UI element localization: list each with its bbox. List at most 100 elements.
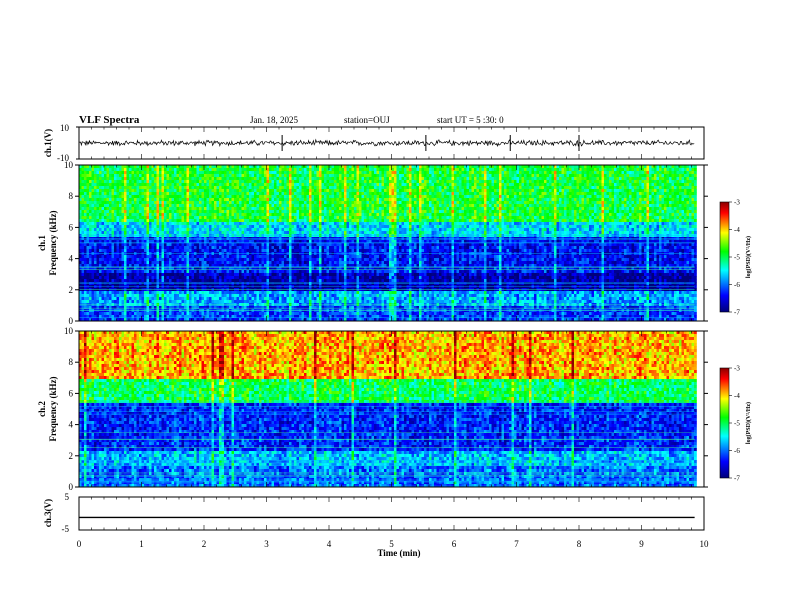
spectrogram-cell (179, 207, 182, 210)
spectrogram-cell (127, 252, 130, 255)
spectrogram-cell (234, 285, 237, 288)
spectrogram-cell (212, 285, 215, 288)
spectrogram-cell (89, 312, 92, 315)
spectrogram-cell (107, 261, 110, 264)
spectrogram-cell (184, 270, 187, 273)
spectrogram-cell (262, 252, 265, 255)
spectrogram-cell (159, 204, 162, 207)
spectrogram-cell (92, 246, 95, 249)
spectrogram-cell (247, 216, 250, 219)
spectrogram-cell (244, 255, 247, 258)
spectrogram-cell (152, 174, 155, 177)
spectrogram-cell (134, 207, 137, 210)
spectrogram-cell (162, 225, 165, 228)
spectrogram-cell (204, 261, 207, 264)
spectrogram-cell (197, 228, 200, 231)
spectrogram-cell (302, 231, 305, 234)
spectrogram-cell (137, 231, 140, 234)
spectrogram-cell (154, 192, 157, 195)
spectrogram-cell (184, 216, 187, 219)
spectrogram-cell (204, 300, 207, 303)
spectrogram-cell (209, 252, 212, 255)
spectrogram-cell (212, 270, 215, 273)
spectrogram-cell (209, 279, 212, 282)
spectrogram-cell (92, 264, 95, 267)
spectrogram-cell (294, 198, 297, 201)
spectrogram-cell (239, 183, 242, 186)
spectrogram-cell (119, 270, 122, 273)
spectrogram-cell (107, 249, 110, 252)
spectrogram-cell (107, 297, 110, 300)
spectrogram-cell (289, 186, 292, 189)
spectrogram-cell (302, 216, 305, 219)
spectrogram-cell (224, 213, 227, 216)
spectrogram-cell (152, 219, 155, 222)
spectrogram-cell (147, 261, 150, 264)
spectrogram-cell (112, 276, 115, 279)
spectrogram-cell (262, 264, 265, 267)
spectrogram-cell (154, 177, 157, 180)
spectrogram-cell (214, 198, 217, 201)
spectrogram-cell (222, 192, 225, 195)
spectrogram-cell (209, 291, 212, 294)
ch1-waveform-panel: 10 -10 ch.1(V) (43, 123, 704, 163)
spectrogram-cell (219, 249, 222, 252)
spectrogram-cell (169, 189, 172, 192)
spectrogram-cell (102, 213, 105, 216)
spectrogram-cell (127, 255, 130, 258)
spectrogram-cell (144, 255, 147, 258)
spectrogram-cell (212, 228, 215, 231)
spectrogram-cell (229, 198, 232, 201)
spectrogram-cell (147, 198, 150, 201)
spectrogram-cell (159, 207, 162, 210)
spectrogram-cell (132, 228, 135, 231)
spectrogram-cell (199, 198, 202, 201)
spectrogram-cell (234, 294, 237, 297)
spectrogram-cell (197, 276, 200, 279)
spectrogram-cell (239, 285, 242, 288)
spectrogram-cell (142, 231, 145, 234)
spectrogram-cell (307, 252, 310, 255)
spectrogram-cell (252, 246, 255, 249)
spectrogram-cell (219, 186, 222, 189)
spectrogram-cell (232, 177, 235, 180)
spectrogram-cell (269, 168, 272, 171)
spectrogram-cell (267, 276, 270, 279)
spectrogram-cell (299, 312, 302, 315)
spectrogram-cell (277, 291, 280, 294)
spectrogram-cell (222, 228, 225, 231)
spectrogram-cell (189, 204, 192, 207)
spectrogram-cell (269, 243, 272, 246)
spectrogram-cell (234, 195, 237, 198)
spectrogram-cell (89, 228, 92, 231)
spectrogram-cell (102, 270, 105, 273)
spectrogram-cell (104, 297, 107, 300)
spectrogram-cell (109, 261, 112, 264)
spectrogram-cell (172, 294, 175, 297)
spectrogram-cell (87, 222, 90, 225)
spectrogram-cell (294, 222, 297, 225)
spectrogram-cell (117, 204, 120, 207)
spectrogram-cell (307, 204, 310, 207)
spectrogram-cell (307, 225, 310, 228)
spectrogram-cell (82, 270, 85, 273)
spectrogram-cell (289, 213, 292, 216)
spectrogram-cell (209, 285, 212, 288)
spectrogram-cell (172, 312, 175, 315)
spectrogram-cell (297, 291, 300, 294)
spectrogram-cell (289, 222, 292, 225)
spectrogram-cell (277, 285, 280, 288)
spectrogram-cell (199, 189, 202, 192)
spectrogram-cell (199, 186, 202, 189)
spectrogram-cell (109, 198, 112, 201)
spectrogram-cell (139, 258, 142, 261)
spectrogram-cell (114, 204, 117, 207)
spectrogram-cell (192, 249, 195, 252)
spectrogram-cell (214, 279, 217, 282)
spectrogram-cell (282, 171, 285, 174)
spectrogram-cell (109, 255, 112, 258)
spectrogram-cell (164, 210, 167, 213)
spectrogram-cell (229, 264, 232, 267)
spectrogram-cell (262, 198, 265, 201)
